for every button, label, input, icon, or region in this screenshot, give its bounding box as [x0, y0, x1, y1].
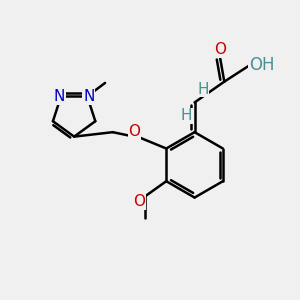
Text: O: O: [214, 42, 226, 57]
Text: O: O: [133, 194, 145, 209]
Text: H: H: [197, 82, 209, 97]
Text: N: N: [54, 89, 65, 104]
Text: OH: OH: [249, 56, 275, 74]
Text: N: N: [83, 89, 94, 104]
Text: O: O: [214, 42, 226, 57]
Text: N: N: [54, 89, 65, 104]
Text: O: O: [128, 124, 140, 139]
Text: H: H: [181, 108, 192, 123]
Text: N: N: [83, 89, 94, 104]
Text: O: O: [133, 194, 145, 209]
Text: H: H: [197, 82, 209, 97]
Text: H: H: [181, 108, 192, 123]
Text: OH: OH: [249, 56, 275, 74]
Text: O: O: [128, 124, 140, 139]
